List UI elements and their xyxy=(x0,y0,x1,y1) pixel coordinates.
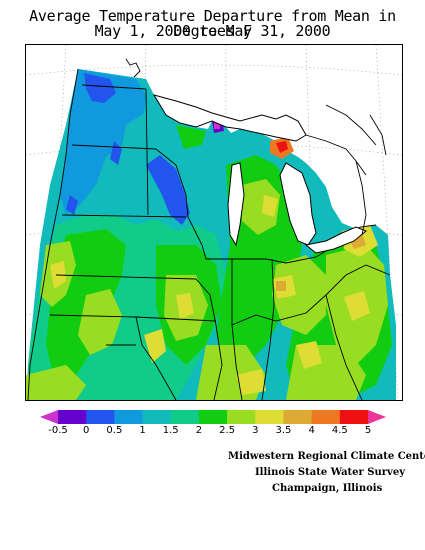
legend-tick-label: 5 xyxy=(364,425,372,436)
legend-color-box xyxy=(283,410,313,424)
legend-color-box xyxy=(198,410,228,424)
color-legend-bar xyxy=(40,410,386,424)
legend-color-box xyxy=(114,410,144,424)
legend-tick-label: 3.5 xyxy=(275,425,292,436)
credit-location: Champaign, Illinois xyxy=(272,483,383,494)
legend-color-box xyxy=(255,410,284,424)
state-boundaries xyxy=(27,68,391,400)
map-date-range: May 1, 2000 to May 31, 2000 xyxy=(94,22,331,40)
legend-tick-label: 2 xyxy=(195,425,203,436)
legend-color-box xyxy=(86,410,115,424)
legend-over-triangle xyxy=(368,410,386,424)
legend-color-box xyxy=(339,410,369,424)
legend-color-box xyxy=(58,410,87,424)
great-lakes xyxy=(152,94,367,254)
legend-tick-label: 3 xyxy=(252,425,259,436)
temperature-field xyxy=(26,69,396,400)
legend-color-box xyxy=(142,410,172,424)
legend-tick-label: 2.5 xyxy=(219,425,236,436)
legend-color-box xyxy=(227,410,256,424)
legend-tick-label: 1 xyxy=(139,425,146,436)
legend-tick-label: 4.5 xyxy=(331,425,348,436)
coastlines xyxy=(125,58,387,236)
legend-color-box xyxy=(311,410,341,424)
credit-survey: Illinois State Water Survey xyxy=(255,467,406,478)
map-canvas xyxy=(26,45,402,400)
legend-tick-label: 0.5 xyxy=(106,425,123,436)
legend-under-triangle xyxy=(40,410,58,424)
legend-tick-label: 0 xyxy=(82,425,90,436)
credit-center: Midwestern Regional Climate Center xyxy=(228,451,425,462)
map-title: Average Temperature Departure from Mean … xyxy=(29,7,396,40)
legend-tick-label: 4 xyxy=(308,425,315,436)
legend-color-box xyxy=(170,410,200,424)
legend-tick-label: -0.5 xyxy=(48,425,68,436)
temperature-departure-map xyxy=(25,44,403,401)
legend-tick-label: 1.5 xyxy=(162,425,179,436)
